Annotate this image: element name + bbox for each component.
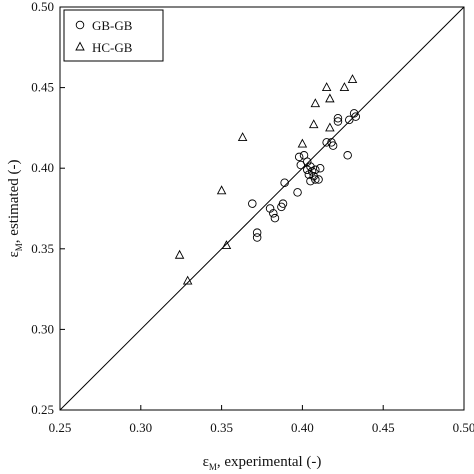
circle-point <box>311 165 320 175</box>
triangle-point <box>347 74 358 83</box>
circle-point <box>328 141 338 150</box>
circle-point <box>75 20 85 30</box>
triangle-point <box>339 82 350 92</box>
circle-point <box>294 152 304 162</box>
triangle-point <box>325 122 335 132</box>
circle-point <box>293 188 302 197</box>
triangle-point <box>237 132 248 142</box>
axis-subscript: M <box>14 243 24 251</box>
y-tick-label: 0.40 <box>31 160 54 175</box>
circle-point <box>311 175 320 184</box>
triangle-point <box>297 138 308 148</box>
x-tick-label: 0.40 <box>291 420 314 435</box>
x-tick-label: 0.50 <box>453 420 474 435</box>
triangle-point <box>221 240 232 250</box>
circle-point <box>265 204 275 213</box>
x-tick-label: 0.45 <box>372 420 395 435</box>
y-tick-label: 0.50 <box>31 0 54 14</box>
circle-point <box>252 233 262 242</box>
circle-point <box>248 199 257 208</box>
triangle-point <box>182 275 193 285</box>
circle-point <box>278 199 288 208</box>
triangle-point <box>308 119 319 129</box>
circle-point <box>351 112 360 121</box>
y-tick-label: 0.30 <box>31 321 54 336</box>
circle-point <box>252 228 262 237</box>
axis-subscript: M <box>209 462 217 472</box>
y-tick-label: 0.45 <box>31 80 54 95</box>
axis-text: , estimated (-) <box>6 159 22 243</box>
axis-symbol: ε <box>203 454 209 470</box>
y-axis-label: εM, estimated (-) <box>6 159 24 257</box>
circle-point <box>280 178 289 187</box>
triangle-point <box>216 185 227 195</box>
circle-point <box>343 151 352 160</box>
legend-label: HC-GB <box>92 40 133 55</box>
circle-point <box>315 163 325 173</box>
axis-text: , experimental (-) <box>217 454 322 470</box>
x-axis-label: εM, experimental (-) <box>203 454 322 472</box>
circle-point <box>333 113 343 123</box>
x-tick-label: 0.25 <box>49 420 72 435</box>
triangle-point <box>310 98 321 108</box>
triangle-point <box>321 82 332 92</box>
triangle-point <box>174 249 185 259</box>
circle-point <box>270 213 280 223</box>
plot-frame <box>59 6 465 411</box>
circle-point <box>302 165 312 175</box>
circle-point <box>306 176 315 186</box>
legend-box <box>63 9 164 62</box>
triangle-point <box>325 93 335 103</box>
circle-point <box>306 162 315 171</box>
circle-point <box>314 175 323 184</box>
y-tick-label: 0.25 <box>31 402 54 417</box>
legend-label: GB-GB <box>92 18 133 33</box>
circle-point <box>333 117 343 126</box>
circle-point <box>269 209 278 218</box>
x-tick-label: 0.35 <box>210 420 233 435</box>
circle-point <box>302 157 312 167</box>
axis-symbol: ε <box>6 251 22 257</box>
x-tick-label: 0.30 <box>129 420 152 435</box>
circle-point <box>304 170 314 179</box>
diagonal-line <box>59 6 465 411</box>
triangle-point <box>75 41 85 51</box>
y-tick-label: 0.35 <box>31 241 54 256</box>
